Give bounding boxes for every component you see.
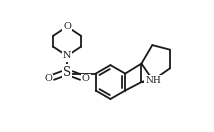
Text: O: O	[82, 74, 90, 83]
Text: NH: NH	[145, 76, 161, 85]
Text: O: O	[45, 74, 52, 83]
Text: N: N	[63, 51, 71, 60]
Text: S: S	[63, 66, 71, 79]
Text: O: O	[63, 22, 71, 31]
